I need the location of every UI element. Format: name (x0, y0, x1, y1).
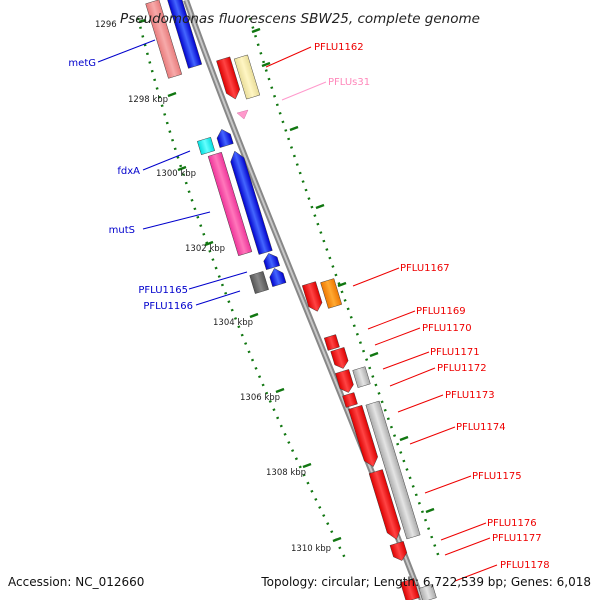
kbp-label-1300: 1300 kbp (156, 169, 196, 179)
gene-PFLU1170[interactable] (330, 347, 350, 370)
gene-PFLU1165[interactable] (268, 266, 287, 287)
gene-PFLU1176[interactable] (389, 541, 409, 562)
forward-strand-genes (216, 54, 437, 600)
gene-mutS[interactable] (228, 149, 273, 255)
gene-PFLU1172[interactable] (352, 366, 371, 388)
gene-PFLU1162b[interactable] (233, 54, 261, 100)
gene-label-PFLU1162[interactable]: PFLU1162 (314, 42, 364, 53)
gene-label-PFLU1169[interactable]: PFLU1169 (416, 306, 466, 317)
kbp-tick-marks (138, 18, 342, 543)
right-leader-lines (265, 46, 498, 582)
left-gene-labels: metG fdxA mutS PFLU1165 PFLU1166 (68, 58, 193, 312)
outer-tick-marks (251, 27, 435, 514)
gene-PFLU1175[interactable] (368, 469, 403, 541)
gene-PFLU1165a[interactable] (262, 251, 280, 270)
PFLUs31-leader-line (281, 81, 327, 101)
gene-label-PFLU1167[interactable]: PFLU1167 (400, 263, 450, 274)
gene-PFLU1174b[interactable] (365, 400, 421, 540)
gene-label-PFLU1173[interactable]: PFLU1173 (445, 390, 495, 401)
reverse-strand-genes (145, 0, 287, 294)
gene-label-PFLU1165[interactable]: PFLU1165 (138, 285, 188, 296)
gene-PFLUs31[interactable] (236, 109, 249, 120)
gene-PFLU1166[interactable] (249, 271, 269, 294)
gene-label-PFLU1166[interactable]: PFLU1166 (143, 301, 193, 312)
kbp-label-1306: 1306 kbp (240, 393, 280, 403)
kbp-label-1308: 1308 kbp (266, 468, 306, 478)
gene-PFLU1169[interactable] (323, 334, 340, 351)
kbp-label-1310: 1310 kbp (291, 544, 331, 554)
outer-scale-arc (248, 17, 442, 561)
gene-PFLU1167[interactable] (301, 281, 324, 314)
gene-PFLU1162[interactable] (216, 56, 242, 101)
gene-fdxA[interactable] (215, 127, 234, 148)
left-leader-lines (97, 39, 248, 306)
gene-metG[interactable] (165, 0, 203, 69)
gene-label-PFLU1178[interactable]: PFLU1178 (500, 560, 550, 571)
kbp-label-1296: 1296 (95, 20, 117, 30)
gene-PFLU1171[interactable] (335, 369, 355, 394)
gene-label-PFLU1176[interactable]: PFLU1176 (487, 518, 537, 529)
gene-label-fdxA[interactable]: fdxA (117, 166, 140, 177)
right-gene-labels: PFLU1162 PFLUs31 PFLU1167 PFLU1169 PFLU1… (314, 42, 550, 571)
map-title: Pseudomonas fluorescens SBW25, complete … (120, 11, 480, 27)
inner-scale-arc (136, 17, 349, 563)
gene-label-PFLU1171[interactable]: PFLU1171 (430, 347, 480, 358)
gene-label-PFLU1177[interactable]: PFLU1177 (492, 533, 542, 544)
gene-mutS-pink[interactable] (207, 151, 253, 257)
gene-label-metG[interactable]: metG (68, 58, 96, 69)
gene-fdxA-neighbor[interactable] (197, 137, 215, 155)
gene-PFLU1167b[interactable] (320, 278, 343, 309)
topology-text: Topology: circular; Length: 6,722,539 bp… (260, 575, 591, 589)
accession-text: Accession: NC_012660 (8, 575, 144, 589)
kbp-label-1304: 1304 kbp (213, 318, 253, 328)
gene-label-PFLU1174[interactable]: PFLU1174 (456, 422, 506, 433)
gene-label-PFLU1172[interactable]: PFLU1172 (437, 363, 487, 374)
gene-metG-neighbor[interactable] (145, 0, 183, 79)
gene-label-PFLU1170[interactable]: PFLU1170 (422, 323, 472, 334)
kbp-tick-labels: 1296 1298 kbp 1300 kbp 1302 kbp 1304 kbp… (95, 20, 331, 554)
kbp-label-1302: 1302 kbp (185, 244, 225, 254)
kbp-label-1298: 1298 kbp (128, 95, 168, 105)
gene-PFLU1174[interactable] (348, 405, 381, 468)
gene-label-PFLUs31[interactable]: PFLUs31 (328, 77, 370, 88)
gene-label-PFLU1175[interactable]: PFLU1175 (472, 471, 522, 482)
gene-PFLU1173[interactable] (342, 392, 358, 408)
gene-label-mutS[interactable]: mutS (109, 225, 135, 236)
